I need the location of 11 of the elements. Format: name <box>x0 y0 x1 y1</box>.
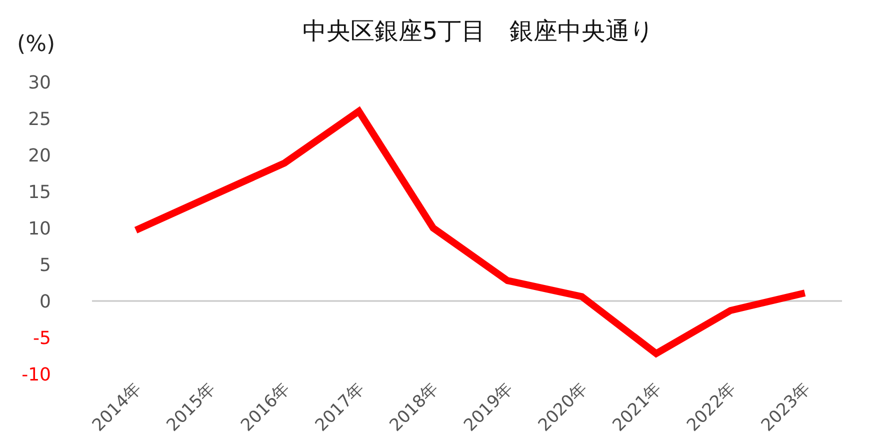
y-tick-label: 30 <box>28 72 51 94</box>
y-tick-label: 10 <box>28 218 51 240</box>
chart-title: 中央区銀座5丁目 銀座中央通り <box>302 17 655 46</box>
y-axis-title: (%) <box>17 32 56 57</box>
y-tick-label: 20 <box>28 145 51 166</box>
y-tick-label: 5 <box>40 254 51 276</box>
y-tick-label: 15 <box>28 182 51 203</box>
y-tick-label: 25 <box>28 108 51 130</box>
y-tick-label: -5 <box>33 328 51 349</box>
y-tick-label: -10 <box>22 364 51 386</box>
y-tick-label: 0 <box>40 291 51 312</box>
